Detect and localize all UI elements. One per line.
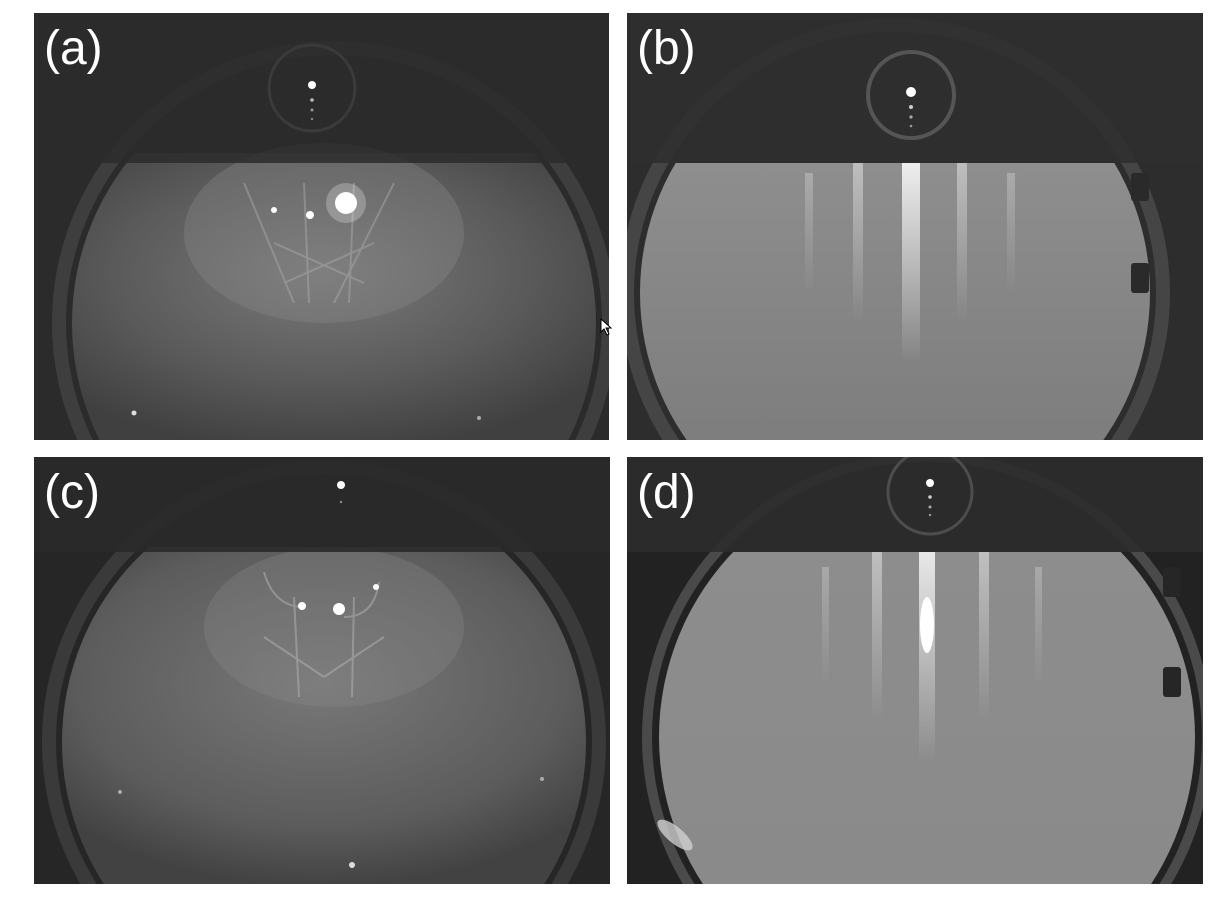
rheed-image-a: [34, 13, 609, 440]
rheed-image-b: [627, 13, 1203, 440]
panel-d: (d): [627, 457, 1203, 884]
panel-label-d: (d): [637, 466, 696, 519]
rheed-image-c: [34, 457, 610, 884]
panel-a: (a): [34, 13, 609, 440]
panel-label-b: (b): [637, 22, 696, 75]
rheed-image-d: [627, 457, 1203, 884]
panel-label-a: (a): [44, 22, 103, 75]
mouse-pointer-icon: [600, 318, 613, 336]
panel-c: (c): [34, 457, 610, 884]
panel-b: (b): [627, 13, 1203, 440]
panel-label-c: (c): [44, 466, 100, 519]
